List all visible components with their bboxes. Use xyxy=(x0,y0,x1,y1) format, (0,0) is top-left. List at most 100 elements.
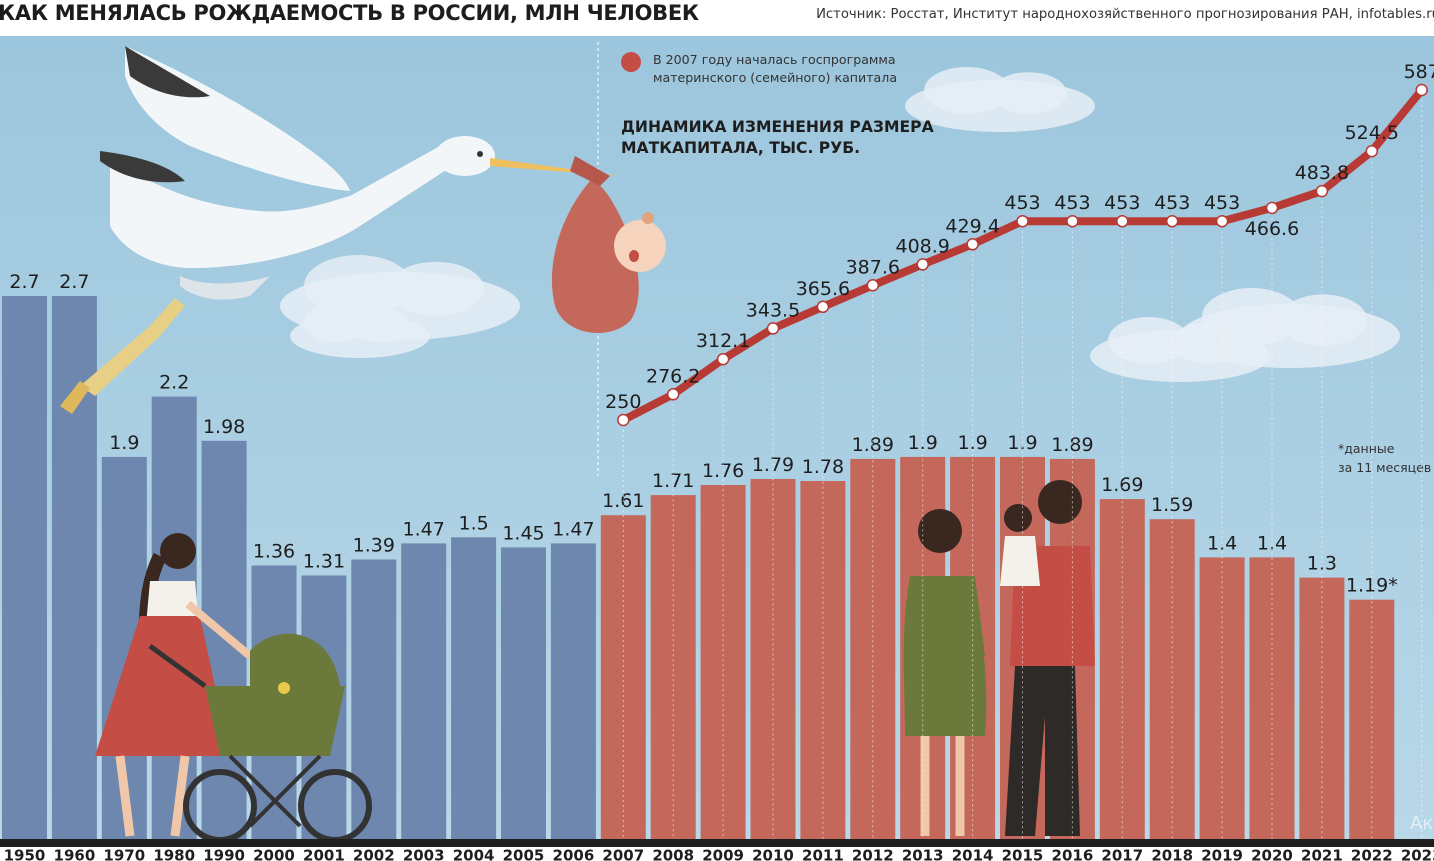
line-marker-2022 xyxy=(1365,144,1379,158)
x-tick-label-2021: 2021 xyxy=(1301,847,1343,861)
x-tick-label-1990: 1990 xyxy=(203,847,245,861)
line-value-label-2014: 429.4 xyxy=(945,215,999,237)
bar-value-label-1990: 1.98 xyxy=(203,416,245,438)
bar-value-label-2013: 1.9 xyxy=(908,432,938,454)
x-tick-label-2001: 2001 xyxy=(303,847,345,861)
bar-2002 xyxy=(351,559,397,839)
line-value-label-2008: 276.2 xyxy=(646,365,700,387)
x-tick-label-1970: 1970 xyxy=(103,847,145,861)
x-tick-label-2019: 2019 xyxy=(1201,847,1243,861)
line-marker-2010 xyxy=(766,322,780,335)
line-value-label-2020: 466.6 xyxy=(1245,218,1299,240)
bar-value-label-2005: 1.45 xyxy=(502,522,544,544)
bar-value-label-1960: 2.7 xyxy=(59,271,89,293)
line-marker-2011 xyxy=(816,300,830,314)
x-tick-label-2008: 2008 xyxy=(652,847,694,861)
line-value-label-2012: 387.6 xyxy=(846,256,900,278)
line-marker-2021 xyxy=(1315,184,1329,198)
line-marker-2008 xyxy=(666,388,680,401)
line-marker-2016 xyxy=(1066,214,1079,228)
bar-value-label-2004: 1.5 xyxy=(458,512,488,534)
bar-2004 xyxy=(451,537,497,839)
cloud xyxy=(290,303,430,358)
clouds xyxy=(280,67,1400,382)
x-tick-label-2023: 2023 xyxy=(1401,847,1434,861)
bar-value-label-2012: 1.89 xyxy=(852,434,894,456)
year-strip xyxy=(0,847,1434,861)
x-tick-label-1950: 1950 xyxy=(4,847,46,861)
cloud xyxy=(280,255,520,340)
bar-value-label-1970: 1.9 xyxy=(109,432,139,454)
line-value-label-2015: 453 xyxy=(1004,192,1040,214)
x-tick-label-1980: 1980 xyxy=(153,847,195,861)
bar-value-label-2002: 1.39 xyxy=(353,535,395,557)
bar-value-label-2016: 1.89 xyxy=(1051,434,1093,456)
x-tick-label-2005: 2005 xyxy=(503,847,545,861)
x-tick-label-1960: 1960 xyxy=(54,847,96,861)
x-tick-label-2004: 2004 xyxy=(453,847,495,861)
line-value-label-2019: 453 xyxy=(1204,192,1240,214)
program-note-line1: В 2007 году началась госпрограмма xyxy=(653,52,896,67)
x-tick-label-2016: 2016 xyxy=(1052,847,1094,861)
x-tick-label-2013: 2013 xyxy=(902,847,944,861)
footnote-line2: за 11 месяцев xyxy=(1338,460,1431,475)
line-value-label-2022: 524.5 xyxy=(1345,122,1399,144)
bar-2005 xyxy=(501,547,546,839)
x-axis-baseline xyxy=(0,839,1434,847)
line-marker-2017 xyxy=(1116,214,1129,228)
x-tick-label-2000: 2000 xyxy=(253,847,295,861)
bar-2022 xyxy=(1349,599,1395,839)
x-tick-label-2003: 2003 xyxy=(403,847,445,861)
x-tick-label-2017: 2017 xyxy=(1101,847,1143,861)
program-note-line2: материнского (семейного) капитала xyxy=(653,70,897,85)
bar-2008 xyxy=(650,495,696,839)
x-tick-label-2014: 2014 xyxy=(952,847,994,861)
x-tick-label-2012: 2012 xyxy=(852,847,894,861)
bar-value-label-2021: 1.3 xyxy=(1307,553,1337,575)
bar-value-label-2003: 1.47 xyxy=(403,518,445,540)
x-tick-label-2020: 2020 xyxy=(1251,847,1293,861)
chart-title: КАК МЕНЯЛАСЬ РОЖДАЕМОСТЬ В РОССИИ, МЛН Ч… xyxy=(0,1,699,25)
line-chart-title-line2: МАТКАПИТАЛА, ТЫС. РУБ. xyxy=(621,139,860,157)
bar-1950 xyxy=(2,296,47,839)
x-tick-label-2006: 2006 xyxy=(553,847,595,861)
mother-with-stroller-illustration xyxy=(95,533,372,843)
bar-value-label-2014: 1.9 xyxy=(957,432,987,454)
family-illustration xyxy=(903,480,1095,836)
line-value-label-2017: 453 xyxy=(1104,192,1140,214)
line-value-label-2011: 365.6 xyxy=(796,278,850,300)
line-value-label-2023: 587 xyxy=(1404,61,1434,83)
line-marker-2015 xyxy=(1016,214,1029,228)
year-labels: 1950 1960 1970 1980 1990 2000 2001 2002 2003 2004… xyxy=(4,847,1434,861)
line-marker-2023 xyxy=(1415,83,1428,97)
bar-value-label-2001: 1.31 xyxy=(303,551,345,573)
x-tick-label-2015: 2015 xyxy=(1002,847,1044,861)
line-marker-2019 xyxy=(1215,214,1229,228)
x-tick-label-2002: 2002 xyxy=(353,847,395,861)
bar-value-label-2018: 1.59 xyxy=(1151,494,1193,516)
bar-value-label-2000: 1.36 xyxy=(253,541,295,563)
header: КАК МЕНЯЛАСЬ РОЖДАЕМОСТЬ В РОССИИ, МЛН Ч… xyxy=(0,0,1434,36)
line-marker-2018 xyxy=(1165,214,1179,228)
line-chart-title-line1: ДИНАМИКА ИЗМЕНЕНИЯ РАЗМЕРА xyxy=(621,118,934,136)
line-marker-2012 xyxy=(866,279,880,292)
bar-value-label-2017: 1.69 xyxy=(1101,474,1143,496)
birth-rate-chart: 2.7 2.7 1.9 2.2 1.98 1.36 1.31 1.39 1.47 1.5 1.45 1… xyxy=(0,36,1434,861)
x-tick-label-2018: 2018 xyxy=(1151,847,1193,861)
bar-value-label-1950: 2.7 xyxy=(9,271,39,293)
line-value-label-2021: 483.8 xyxy=(1295,162,1349,184)
line-marker-2020 xyxy=(1265,201,1279,215)
bar-value-label-2022: 1.19* xyxy=(1346,575,1398,597)
line-value-label-2016: 453 xyxy=(1054,192,1090,214)
program-note-dot xyxy=(621,52,641,72)
x-tick-label-2022: 2022 xyxy=(1351,847,1393,861)
matcapital-line-layer: 250276.2312.1343.5365.6387.6408.9429.445… xyxy=(605,61,1434,839)
bar-value-label-1980: 2.2 xyxy=(159,372,189,394)
line-value-label-2018: 453 xyxy=(1154,192,1190,214)
line-marker-2007 xyxy=(617,413,630,427)
line-marker-2013 xyxy=(916,258,929,271)
line-marker-2014 xyxy=(966,238,979,251)
line-value-label-2009: 312.1 xyxy=(696,330,750,352)
x-tick-label-2011: 2011 xyxy=(802,847,844,861)
source-note: Источник: Росстат, Институт народнохозяй… xyxy=(816,7,1434,22)
